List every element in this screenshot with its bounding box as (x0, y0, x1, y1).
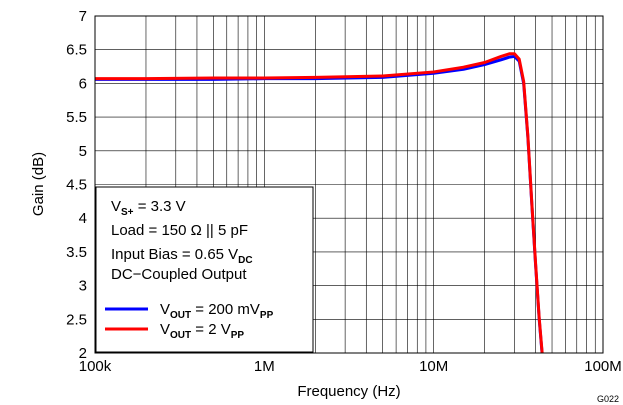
condition-load: Load = 150 Ω || 5 pF (111, 222, 248, 239)
series-line-2vpp (95, 52, 544, 353)
annotation-background (95, 186, 314, 353)
figure-id: G022 (597, 394, 619, 404)
y-tick-label: 3 (79, 278, 87, 295)
y-tick-label: 5 (79, 143, 87, 160)
y-axis-label: Gain (dB) (30, 152, 47, 216)
y-tick-label: 2 (79, 345, 87, 362)
legend-label-2vpp: VOUT = 2 VPP (160, 321, 244, 341)
x-tick-label: 100k (79, 358, 112, 375)
x-tick-labels: 100k 1M 10M 100M (79, 358, 622, 375)
annotation-box: VS+ = 3.3 V Load = 150 Ω || 5 pF Input B… (95, 186, 314, 353)
series-layer (95, 52, 544, 353)
y-tick-label: 6 (79, 75, 87, 92)
y-tick-label: 4 (79, 210, 87, 227)
x-axis-label: Frequency (Hz) (297, 383, 400, 400)
y-tick-labels: 2 2.5 3 3.5 4 4.5 5 5.5 6 6.5 7 (66, 8, 87, 362)
condition-supply: VS+ = 3.3 V (111, 198, 186, 218)
y-tick-label: 2.5 (66, 311, 87, 328)
y-tick-label: 7 (79, 8, 87, 25)
x-tick-label: 100M (584, 358, 622, 375)
x-tick-label: 10M (419, 358, 448, 375)
y-tick-label: 4.5 (66, 177, 87, 194)
legend: VOUT = 200 mVPP VOUT = 2 VPP (105, 301, 274, 341)
x-tick-label: 1M (254, 358, 275, 375)
condition-input-bias: Input Bias = 0.65 VDC (111, 246, 253, 266)
legend-label-200mvpp: VOUT = 200 mVPP (160, 301, 274, 321)
y-tick-label: 6.5 (66, 42, 87, 59)
plot-frame (94, 15, 604, 354)
condition-coupling: DC−Coupled Output (111, 266, 247, 283)
y-tick-label: 3.5 (66, 244, 87, 261)
y-tick-label: 5.5 (66, 109, 87, 126)
